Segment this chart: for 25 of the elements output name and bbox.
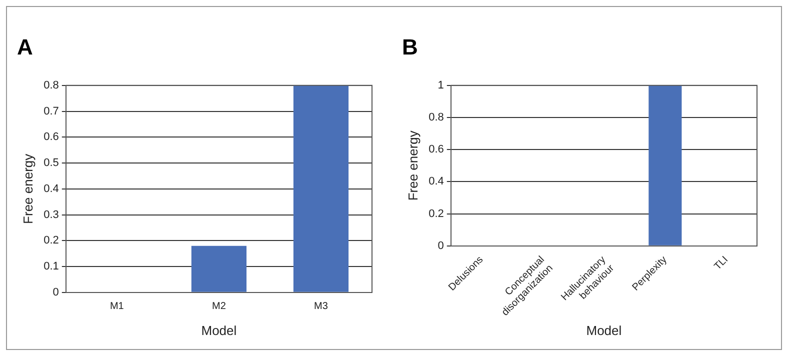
y-tick-label: 0.8 xyxy=(428,112,444,124)
y-tick-label: 0.2 xyxy=(428,208,444,220)
y-tick-label: 0 xyxy=(52,286,59,298)
y-tick-label: 0.5 xyxy=(44,157,59,170)
x-tick-label: M1 xyxy=(110,301,124,312)
y-tick-label: 0.2 xyxy=(44,234,59,247)
x-tick-label: M2 xyxy=(212,301,226,312)
y-tick-label: 0.8 xyxy=(44,79,59,92)
y-tick-label: 0.3 xyxy=(44,208,59,221)
y-tick-label: 0.7 xyxy=(44,105,59,118)
chart-title: B xyxy=(402,34,418,60)
x-tick-label: TLI xyxy=(712,254,730,272)
y-tick-label: 0 xyxy=(438,240,444,252)
y-tick-label: 0.4 xyxy=(44,182,59,195)
chart-title: A xyxy=(17,34,33,60)
x-tick-label: M3 xyxy=(314,301,328,312)
y-tick-label: 0.6 xyxy=(44,131,59,144)
y-tick-label: 0.1 xyxy=(44,260,59,273)
y-tick-label: 1 xyxy=(438,79,444,92)
y-axis-title: Free energy xyxy=(405,130,420,201)
y-axis-title: Free energy xyxy=(20,153,36,224)
x-axis-title: Model xyxy=(201,322,237,338)
y-tick-label: 0.4 xyxy=(428,176,444,188)
x-axis-title: Model xyxy=(586,322,622,338)
y-tick-label: 0.6 xyxy=(428,144,444,156)
